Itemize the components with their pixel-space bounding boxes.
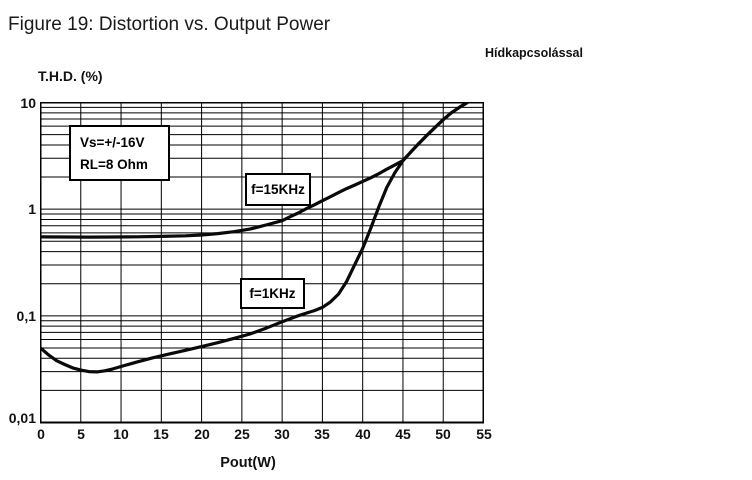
series-label-15khz: f=15KHz — [245, 173, 311, 206]
supply-voltage-condition: Vs=+/-16V — [80, 135, 145, 150]
figure-title: Figure 19: Distortion vs. Output Power — [8, 14, 331, 35]
series-label-1khz: f=1KHz — [240, 278, 305, 309]
x-tick-label: 20 — [194, 426, 210, 442]
x-tick-label: 25 — [234, 426, 250, 442]
x-tick-label: 50 — [435, 426, 451, 442]
plot-area — [40, 102, 484, 424]
x-tick-label: 5 — [77, 426, 85, 442]
y-tick-label: 0,01 — [8, 410, 36, 426]
y-tick-label: 0,1 — [16, 308, 36, 324]
bridge-connection-note: Hídkapcsolással — [485, 46, 583, 60]
x-tick-label: 30 — [274, 426, 290, 442]
x-tick-label: 10 — [113, 426, 129, 442]
y-tick-label: 10 — [20, 95, 36, 111]
x-tick-label: 0 — [37, 426, 45, 442]
x-tick-label: 35 — [314, 426, 330, 442]
x-tick-label: 15 — [153, 426, 169, 442]
x-tick-label: 45 — [395, 426, 411, 442]
y-tick-label: 1 — [28, 201, 36, 217]
x-tick-label: 55 — [476, 426, 492, 442]
x-axis-title: Pout(W) — [220, 455, 276, 471]
load-resistance-condition: RL=8 Ohm — [80, 157, 148, 172]
conditions-annotation: Vs=+/-16V RL=8 Ohm — [69, 125, 170, 181]
plot-border — [40, 102, 484, 424]
x-tick-label: 40 — [355, 426, 371, 442]
curve-f-1khz — [40, 102, 469, 374]
y-axis-title: T.H.D. (%) — [38, 68, 103, 84]
